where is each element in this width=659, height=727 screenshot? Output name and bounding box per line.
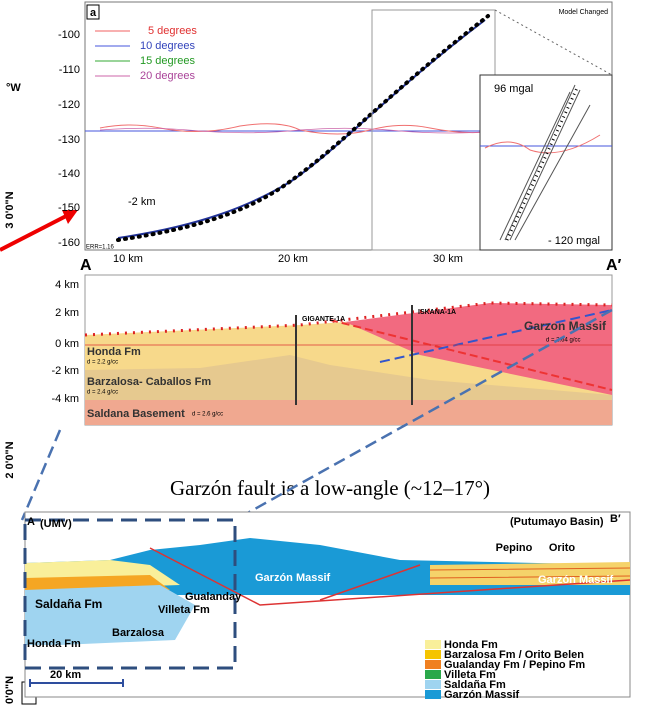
y-tick: -110: [59, 64, 80, 76]
legend-label: Gualanday Fm / Pepino Fm: [444, 659, 585, 671]
depth-tick: -2 km: [52, 365, 80, 377]
fault: [379, 309, 613, 363]
inset-curve: [484, 134, 601, 154]
unit-label: Villeta Fm: [158, 604, 210, 616]
x-tick: 10 km: [113, 253, 143, 265]
legend-swatch: [425, 690, 441, 699]
scale-bar: [29, 679, 124, 687]
unit-density: d = 2.64 g/cc: [546, 338, 581, 344]
depth-tick: 4 km: [55, 279, 79, 291]
well-label: GIGANTE-1A: [302, 316, 345, 323]
panel-label-box: [86, 4, 100, 20]
zoom-frame: [23, 518, 237, 670]
map-label: 0'0"N: [4, 676, 16, 704]
link-line: [20, 429, 62, 521]
well-label: Orito: [549, 542, 576, 554]
section-end: A′: [606, 257, 622, 274]
unit-label: Barzalosa- Caballos Fm: [87, 376, 211, 388]
unit-label: Barzalosa: [112, 627, 165, 639]
legend-swatch: [425, 640, 441, 649]
legend-label: 5 degrees: [148, 25, 197, 37]
observed-points: [116, 14, 490, 242]
depth-tick: 0 km: [55, 338, 79, 350]
faults: [149, 547, 631, 606]
map-label: 2 0'0"N: [4, 441, 16, 478]
legend-label: Honda Fm: [444, 639, 498, 651]
depth-tick: 2 km: [55, 307, 79, 319]
section-end: A: [80, 257, 92, 274]
map-label: 3 0'0"N: [4, 191, 16, 228]
legend-label: 10 degrees: [140, 40, 196, 52]
unit-label: Honda Fm: [87, 346, 141, 358]
y-tick: -140: [58, 168, 80, 180]
legend-swatch: [425, 680, 441, 689]
legend: Honda Fm Barzalosa Fm / Orito Belen Gual…: [425, 639, 585, 701]
legend-label: 15 degrees: [140, 55, 196, 67]
well-label: Pepino: [496, 542, 533, 554]
legend-swatch: [425, 650, 441, 659]
unit-density: d = 2.2 g/cc: [87, 360, 118, 366]
status: Model Changed: [559, 9, 609, 16]
annotation: -2 km: [128, 196, 156, 208]
unit-density: d = 2.4 g/cc: [87, 390, 118, 396]
basement-unit: [85, 400, 612, 425]
depth-tick: -4 km: [52, 393, 80, 405]
fault: [329, 319, 613, 391]
y-tick: -160: [58, 237, 80, 249]
inset-label: - 120 mgal: [548, 235, 600, 247]
y-tick: -120: [58, 99, 80, 111]
y-tick: -130: [58, 134, 80, 146]
putumayo-strata: [430, 562, 630, 585]
inset-curves: [499, 84, 591, 241]
inset-label: 96 mgal: [494, 83, 533, 95]
legend-swatch: [425, 660, 441, 669]
error-label: ERR=1.16: [86, 245, 115, 251]
inset-points: [505, 87, 579, 241]
unit-density: d = 2.6 g/cc: [192, 412, 223, 418]
legend: 5 degrees 10 degrees 15 degrees 20 degre…: [95, 25, 197, 82]
arrow-head: [62, 210, 78, 224]
unit-label: Gualanday: [185, 591, 242, 603]
caption: Garzón fault is a low-angle (~12–17°): [170, 476, 490, 500]
residual-curve: [99, 127, 501, 134]
legend-label: Saldaña Fm: [444, 679, 506, 691]
section-end: A: [27, 516, 35, 528]
legend-label: Barzalosa Fm / Orito Belen: [444, 649, 584, 661]
y-ticks: -100 -110 -120 -130 -140 -150 -160: [58, 29, 80, 249]
y-tick: -150: [58, 202, 80, 214]
legend-label: Villeta Fm: [444, 669, 496, 681]
unit-label: Garzon Massif: [524, 319, 607, 333]
region-label: (UMV): [40, 518, 72, 530]
unit-label: Garzón Massif: [255, 572, 331, 584]
putumayo-lines: [429, 567, 631, 579]
region-label: (Putumayo Basin): [510, 516, 604, 528]
unit-label: Garzón Massif: [538, 574, 614, 586]
x-tick: 20 km: [278, 253, 308, 265]
unit-label: Saldana Basement: [87, 408, 185, 420]
y-tick: -100: [58, 29, 80, 41]
scale-label: 20 km: [50, 669, 81, 681]
panel-label: a: [90, 7, 97, 19]
saldana: [25, 585, 195, 645]
map-label: °W: [6, 82, 21, 94]
well-label: ISKANA-1A: [418, 309, 456, 316]
unit-label: Honda Fm: [27, 638, 81, 650]
x-tick: 30 km: [433, 253, 463, 265]
legend-label: 20 degrees: [140, 70, 196, 82]
zoom-line: [494, 9, 613, 76]
arrow: [0, 211, 73, 252]
unit-label: Saldaña Fm: [35, 597, 102, 611]
legend-label: Garzón Massif: [444, 689, 520, 701]
section-end: B′: [610, 513, 621, 525]
legend-swatch: [425, 670, 441, 679]
